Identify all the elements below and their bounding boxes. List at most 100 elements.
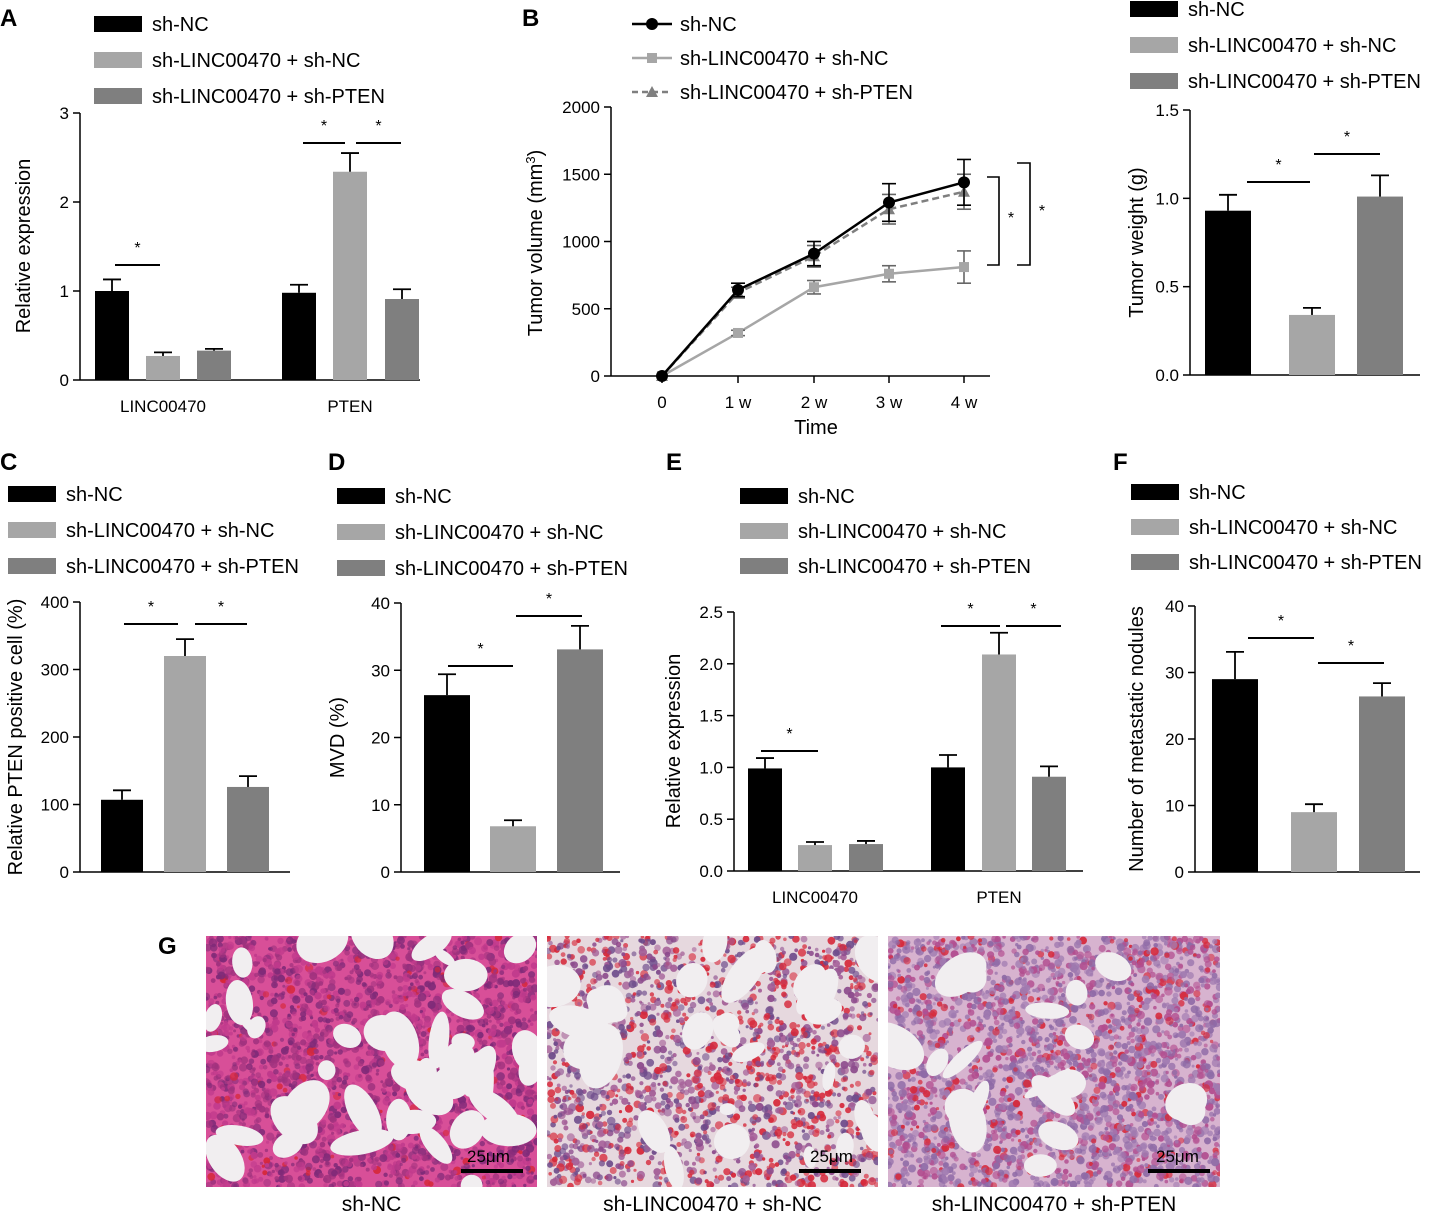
legend-w-swatch-2 [1130, 73, 1178, 89]
e-bar-PTEN-2 [1032, 776, 1066, 871]
legend-d-swatch-1 [337, 524, 385, 540]
panel-label-a: A [0, 5, 17, 32]
w-bar-0 [1205, 210, 1251, 375]
w-sig-0-star: * [1275, 157, 1281, 174]
e-bar-LINC00470-0 [748, 768, 782, 871]
d-bar-1 [490, 826, 536, 872]
c-ytick-label-1: 100 [41, 796, 69, 815]
d-bar-0 [424, 695, 470, 872]
legend-d-swatch-2 [337, 560, 385, 576]
b-xtick-label-3: 3 w [876, 393, 903, 412]
a-bar-PTEN-0 [282, 292, 316, 380]
panel-label-e: E [666, 449, 682, 476]
legend-a-label-0: sh-NC [152, 14, 209, 36]
a-ytick-label-3: 3 [60, 104, 69, 123]
a-ytick-label-2: 2 [60, 193, 69, 212]
d-ytick-label-2: 20 [371, 729, 390, 748]
e-sig-0-star: * [786, 726, 792, 743]
w-bar-2 [1357, 196, 1403, 375]
panel-label-b: B [522, 5, 539, 32]
c-ytick-label-2: 200 [41, 728, 69, 747]
b-point-1-2 [809, 282, 819, 293]
e-sig-2-star: * [1030, 601, 1036, 618]
f-ytick-label-2: 20 [1165, 730, 1184, 749]
b-xtick-label-0: 0 [657, 393, 666, 412]
c-ylabel: Relative PTEN positive cell (%) [5, 599, 27, 876]
b-series-line-0 [661, 181, 965, 377]
legend-c-label-2: sh-LINC00470 + sh-PTEN [66, 556, 299, 578]
legend-b-label-1: sh-LINC00470 + sh-NC [680, 48, 888, 70]
a-ylabel: Relative expression [13, 159, 35, 334]
c-bar-2 [227, 786, 269, 872]
legend-a-label-2: sh-LINC00470 + sh-PTEN [152, 86, 385, 108]
e-bar-LINC00470-1 [798, 845, 832, 871]
legend-a-swatch-0 [94, 16, 142, 32]
legend-a-swatch-2 [94, 88, 142, 104]
legend-c-label-0: sh-NC [66, 484, 123, 506]
legend-a-swatch-1 [94, 52, 142, 68]
c-bar-0 [101, 799, 143, 872]
w-ylabel: Tumor weight (g) [1126, 167, 1148, 317]
c-bar-1 [164, 656, 206, 872]
legend-f-swatch-1 [1131, 519, 1179, 535]
e-ytick-label-0: 0.0 [699, 862, 723, 881]
image-caption-2: sh-LINC00470 + sh-NC [603, 1193, 822, 1216]
b-ytick-label-2: 1000 [562, 233, 600, 252]
w-ytick-label-2: 1.0 [1155, 189, 1179, 208]
legend-d-swatch-0 [337, 488, 385, 504]
legend-w-label-2: sh-LINC00470 + sh-PTEN [1188, 71, 1421, 93]
legend-w-swatch-0 [1130, 1, 1178, 17]
legend-e-label-2: sh-LINC00470 + sh-PTEN [798, 556, 1031, 578]
f-ytick-label-0: 0 [1175, 863, 1184, 882]
legend-w-label-1: sh-LINC00470 + sh-NC [1188, 35, 1396, 57]
d-ytick-label-4: 40 [371, 594, 390, 613]
b-point-0-0 [656, 370, 668, 382]
b-ytick-label-4: 2000 [562, 98, 600, 117]
legend-f-swatch-0 [1131, 484, 1179, 500]
b-point-0-3 [883, 196, 895, 209]
e-ytick-label-4: 2.0 [699, 655, 723, 674]
w-ytick-label-0: 0.0 [1155, 366, 1179, 385]
legend-f-label-2: sh-LINC00470 + sh-PTEN [1189, 552, 1422, 574]
scale-bar-3 [1148, 1169, 1210, 1173]
b-sig-0-star: * [1008, 210, 1014, 227]
e-sig-1-star: * [967, 601, 973, 618]
legend-d-label-2: sh-LINC00470 + sh-PTEN [395, 558, 628, 580]
e-ytick-label-5: 2.5 [699, 603, 723, 622]
legend-f-swatch-2 [1131, 554, 1179, 570]
panel-label-g: G [158, 933, 177, 960]
b-sig-1-star: * [1039, 203, 1045, 220]
legend-f-label-0: sh-NC [1189, 482, 1246, 504]
a-bar-PTEN-1 [333, 171, 367, 380]
b-point-0-4 [958, 176, 970, 189]
w-ytick-label-1: 0.5 [1155, 278, 1179, 297]
b-ylabel: Tumor volume (mm3) [523, 150, 548, 337]
f-bar-1 [1291, 812, 1337, 872]
legend-c-label-1: sh-LINC00470 + sh-NC [66, 520, 274, 542]
f-ytick-label-4: 40 [1165, 597, 1184, 616]
d-sig-1-star: * [546, 591, 552, 608]
a-sig-0-star: * [134, 240, 140, 257]
scale-label-3: 25μm [1156, 1147, 1199, 1166]
legend-f-label-1: sh-LINC00470 + sh-NC [1189, 517, 1397, 539]
scale-label-1: 25μm [467, 1147, 510, 1166]
e-ylabel: Relative expression [663, 654, 685, 829]
f-bar-2 [1359, 696, 1405, 872]
legend-d-label-0: sh-NC [395, 486, 452, 508]
legend-c-swatch-2 [8, 558, 56, 574]
legend-a-label-1: sh-LINC00470 + sh-NC [152, 50, 360, 72]
e-ytick-label-3: 1.5 [699, 707, 723, 726]
legend-w-swatch-1 [1130, 37, 1178, 53]
a-sig-2-star: * [375, 118, 381, 135]
a-ytick-label-0: 0 [60, 371, 69, 390]
c-sig-0-star: * [148, 599, 154, 616]
a-xtick-label-0: LINC00470 [120, 397, 206, 416]
c-ytick-label-0: 0 [60, 863, 69, 882]
b-xtick-label-2: 2 w [801, 393, 828, 412]
b-ytick-label-3: 1500 [562, 165, 600, 184]
legend-e-label-1: sh-LINC00470 + sh-NC [798, 521, 1006, 543]
b-ytick-label-0: 0 [591, 367, 600, 386]
a-bar-LINC00470-1 [146, 355, 180, 380]
legend-b-label-2: sh-LINC00470 + sh-PTEN [680, 82, 913, 104]
